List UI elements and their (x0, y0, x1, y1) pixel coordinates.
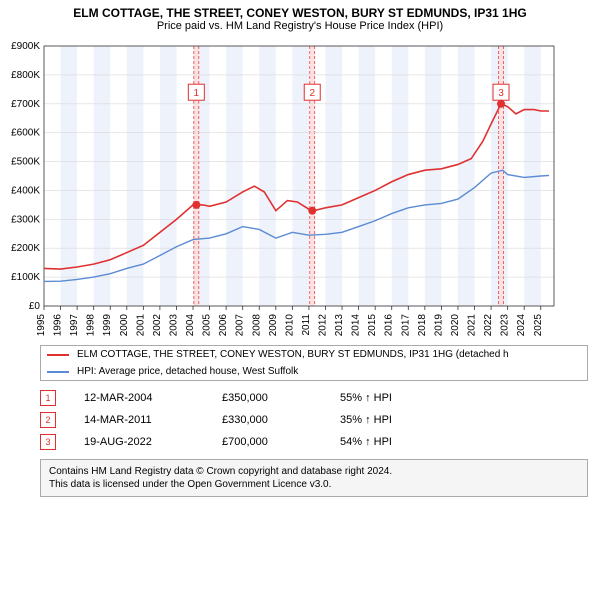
svg-text:2001: 2001 (135, 314, 146, 336)
svg-text:2: 2 (309, 88, 315, 99)
svg-text:1997: 1997 (69, 314, 80, 336)
legend-label: HPI: Average price, detached house, West… (77, 366, 298, 377)
svg-text:2025: 2025 (533, 314, 544, 336)
svg-text:£0: £0 (29, 301, 41, 312)
svg-text:2022: 2022 (483, 314, 494, 336)
transaction-date: 12-MAR-2004 (84, 392, 194, 404)
transaction-price: £350,000 (222, 392, 312, 404)
svg-text:2010: 2010 (284, 314, 295, 336)
chart-title: ELM COTTAGE, THE STREET, CONEY WESTON, B… (0, 0, 600, 20)
svg-text:2003: 2003 (168, 314, 179, 336)
svg-text:2012: 2012 (317, 314, 328, 336)
svg-text:2015: 2015 (367, 314, 378, 336)
transaction-date: 14-MAR-2011 (84, 414, 194, 426)
svg-text:£700K: £700K (11, 99, 40, 110)
transaction-pct: 54% ↑ HPI (340, 436, 430, 448)
transaction-marker: 1 (40, 390, 56, 406)
svg-text:£500K: £500K (11, 157, 40, 168)
transaction-price: £700,000 (222, 436, 312, 448)
legend-swatch (47, 371, 69, 373)
svg-text:£200K: £200K (11, 243, 40, 254)
legend-item: HPI: Average price, detached house, West… (41, 363, 587, 380)
chart-subtitle: Price paid vs. HM Land Registry's House … (0, 20, 600, 36)
svg-text:2014: 2014 (351, 314, 362, 336)
legend-label: ELM COTTAGE, THE STREET, CONEY WESTON, B… (77, 349, 509, 360)
svg-text:£400K: £400K (11, 185, 40, 196)
svg-text:2008: 2008 (251, 314, 262, 336)
svg-text:2009: 2009 (268, 314, 279, 336)
legend-item: ELM COTTAGE, THE STREET, CONEY WESTON, B… (41, 346, 587, 363)
svg-text:2002: 2002 (152, 314, 163, 336)
svg-text:£100K: £100K (11, 272, 40, 283)
svg-text:£900K: £900K (11, 41, 40, 52)
svg-text:2017: 2017 (400, 314, 411, 336)
svg-text:1: 1 (194, 88, 200, 99)
svg-text:1996: 1996 (53, 314, 64, 336)
svg-text:2020: 2020 (450, 314, 461, 336)
transaction-pct: 55% ↑ HPI (340, 392, 430, 404)
svg-text:2023: 2023 (500, 314, 511, 336)
transaction-price: £330,000 (222, 414, 312, 426)
svg-text:1999: 1999 (102, 314, 113, 336)
svg-text:2018: 2018 (417, 314, 428, 336)
svg-text:2011: 2011 (301, 314, 312, 336)
svg-text:1995: 1995 (36, 314, 47, 336)
transaction-row: 2 14-MAR-2011 £330,000 35% ↑ HPI (40, 409, 588, 431)
svg-text:£300K: £300K (11, 214, 40, 225)
svg-text:2019: 2019 (433, 314, 444, 336)
svg-text:2000: 2000 (119, 314, 130, 336)
svg-text:£800K: £800K (11, 70, 40, 81)
svg-text:2016: 2016 (384, 314, 395, 336)
transactions-table: 1 12-MAR-2004 £350,000 55% ↑ HPI 2 14-MAR-201… (40, 387, 588, 453)
svg-text:2007: 2007 (235, 314, 246, 336)
svg-text:3: 3 (498, 88, 504, 99)
transaction-row: 3 19-AUG-2022 £700,000 54% ↑ HPI (40, 431, 588, 453)
svg-text:2004: 2004 (185, 314, 196, 336)
footer-line2: This data is licensed under the Open Gov… (49, 478, 579, 491)
line-chart: £0 £100K £200K £300K £400K £500K £600K £700K £80… (0, 36, 560, 336)
transaction-pct: 35% ↑ HPI (340, 414, 430, 426)
svg-text:£600K: £600K (11, 128, 40, 139)
footer-attribution: Contains HM Land Registry data © Crown c… (40, 459, 588, 497)
legend: ELM COTTAGE, THE STREET, CONEY WESTON, B… (40, 345, 588, 381)
transaction-marker: 3 (40, 434, 56, 450)
svg-text:2021: 2021 (467, 314, 478, 336)
transaction-marker: 2 (40, 412, 56, 428)
svg-text:2005: 2005 (202, 314, 213, 336)
transaction-row: 1 12-MAR-2004 £350,000 55% ↑ HPI (40, 387, 588, 409)
footer-line1: Contains HM Land Registry data © Crown c… (49, 465, 579, 478)
svg-text:2024: 2024 (516, 314, 527, 336)
svg-text:2013: 2013 (334, 314, 345, 336)
legend-swatch (47, 354, 69, 356)
svg-text:1998: 1998 (86, 314, 97, 336)
svg-text:2006: 2006 (218, 314, 229, 336)
transaction-date: 19-AUG-2022 (84, 436, 194, 448)
chart-area: £0 £100K £200K £300K £400K £500K £600K £700K £80… (0, 36, 600, 341)
